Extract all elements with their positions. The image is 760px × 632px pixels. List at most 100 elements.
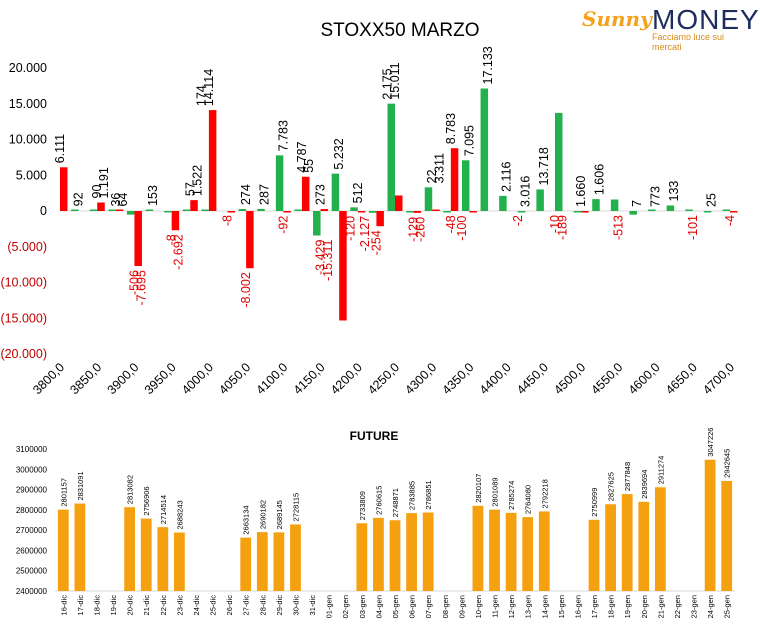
options-data-label: -15.311 xyxy=(321,239,335,281)
future-x-tick-label: 05-gen xyxy=(391,595,400,618)
options-bar-green xyxy=(201,209,209,211)
future-data-label: 2801157 xyxy=(59,478,68,507)
options-bar-red xyxy=(190,200,198,211)
options-data-label: 14.114 xyxy=(202,69,216,106)
options-data-label: 133 xyxy=(667,181,681,202)
options-bar-green xyxy=(257,208,265,211)
future-bar xyxy=(538,511,550,591)
options-x-tick-label: 4350,0 xyxy=(440,360,477,397)
options-data-label: 8.783 xyxy=(444,113,458,144)
options-bar-green xyxy=(145,209,154,211)
options-data-label: 1.660 xyxy=(574,176,588,207)
future-data-label: 2783885 xyxy=(408,481,417,510)
future-chart-title: FUTURE xyxy=(350,429,399,443)
options-data-label: 1.191 xyxy=(97,167,111,198)
options-bar-red xyxy=(60,167,68,211)
options-data-label: 6.111 xyxy=(53,134,67,163)
options-bar-green xyxy=(722,209,730,211)
future-x-tick-label: 07-gen xyxy=(424,595,433,618)
future-x-tick-label: 02-gen xyxy=(341,595,350,618)
options-bar-green xyxy=(164,211,172,213)
future-x-tick-label: 30-dic xyxy=(291,595,300,616)
options-bar-red xyxy=(283,211,291,213)
options-bar-green xyxy=(387,103,395,211)
options-data-label: 13.718 xyxy=(537,147,551,185)
future-data-label: 2877848 xyxy=(623,462,632,491)
future-data-label: 2786851 xyxy=(424,480,433,509)
options-data-label: 17.133 xyxy=(481,46,495,84)
options-bar-red xyxy=(730,211,738,213)
future-bar xyxy=(240,537,252,591)
options-data-label: 773 xyxy=(649,186,663,207)
options-data-label: 25 xyxy=(704,193,718,207)
future-x-tick-label: 16-dic xyxy=(59,595,68,616)
options-data-label: 57 xyxy=(183,182,197,196)
future-x-tick-label: 27-dic xyxy=(242,595,251,616)
future-x-tick-label: 12-gen xyxy=(507,595,516,618)
future-bar xyxy=(654,487,666,591)
future-x-tick-label: 17-gen xyxy=(590,595,599,618)
options-x-tick-label: 4200,0 xyxy=(328,360,365,397)
future-bar xyxy=(140,518,152,591)
future-x-tick-label: 17-dic xyxy=(76,595,85,616)
future-x-tick-label: 04-gen xyxy=(374,595,383,618)
options-data-label: 4.787 xyxy=(295,141,309,172)
future-bar xyxy=(588,519,600,591)
options-x-tick-label: 4700,0 xyxy=(700,360,737,397)
future-x-tick-label: 11-gen xyxy=(491,595,500,618)
future-bar xyxy=(273,532,285,591)
future-data-label: 3047226 xyxy=(706,428,715,457)
future-x-tick-label: 01-gen xyxy=(325,595,334,618)
options-data-label: -189 xyxy=(556,215,570,240)
future-x-tick-label: 22-gen xyxy=(673,595,682,618)
future-bar xyxy=(406,513,417,591)
future-y-tick-label: 3100000 xyxy=(16,445,48,454)
future-bar xyxy=(157,527,169,591)
options-data-label: 7.783 xyxy=(276,120,290,151)
future-x-tick-label: 18-gen xyxy=(607,595,616,618)
options-bar-green xyxy=(685,209,693,211)
future-bar xyxy=(422,512,434,591)
logo-text-sunny: Sunny xyxy=(582,7,652,31)
options-bar-green xyxy=(480,88,489,211)
options-bar-red xyxy=(301,176,310,211)
options-data-label: 3.311 xyxy=(433,153,447,183)
future-x-tick-label: 16-gen xyxy=(573,595,582,618)
future-data-label: 2690182 xyxy=(258,500,267,529)
options-data-label: 3.016 xyxy=(518,176,532,207)
options-x-tick-label: 4550,0 xyxy=(589,360,626,397)
future-bar xyxy=(57,509,69,591)
options-data-label: 5.232 xyxy=(332,138,346,169)
future-bar xyxy=(256,532,268,591)
options-x-tick-label: 4100,0 xyxy=(254,360,291,397)
future-x-tick-label: 21-gen xyxy=(656,595,665,618)
options-y-tick-label: 10.000 xyxy=(9,133,47,147)
options-bar-red xyxy=(581,211,589,213)
options-data-label: -3.429 xyxy=(314,239,328,274)
future-data-label: 2801089 xyxy=(491,477,500,506)
options-data-label: 15.011 xyxy=(388,62,402,99)
options-bar-red xyxy=(376,211,384,227)
options-bar-green xyxy=(108,209,116,211)
future-data-label: 2688243 xyxy=(175,500,184,529)
future-data-label: 2748871 xyxy=(391,488,400,517)
future-x-tick-label: 25-dic xyxy=(209,595,218,616)
options-data-label: -100 xyxy=(455,216,469,241)
future-bar xyxy=(489,509,500,591)
options-bar-red xyxy=(339,211,347,321)
options-y-tick-label: 15.000 xyxy=(9,97,47,111)
options-bar-red xyxy=(115,209,124,211)
options-data-label: -2.127 xyxy=(358,216,372,251)
future-bar xyxy=(356,523,368,591)
options-bar-red xyxy=(395,195,403,211)
options-x-tick-label: 3900,0 xyxy=(105,360,142,397)
future-x-tick-label: 08-gen xyxy=(441,595,450,618)
options-y-tick-label: 20.000 xyxy=(9,61,47,75)
future-x-tick-label: 15-gen xyxy=(557,595,566,618)
future-y-tick-label: 3000000 xyxy=(16,465,48,474)
options-bar-red xyxy=(469,211,477,213)
options-y-tick-label: (10.000) xyxy=(0,276,47,290)
options-data-label: 7 xyxy=(630,200,644,207)
future-bar xyxy=(389,520,401,591)
